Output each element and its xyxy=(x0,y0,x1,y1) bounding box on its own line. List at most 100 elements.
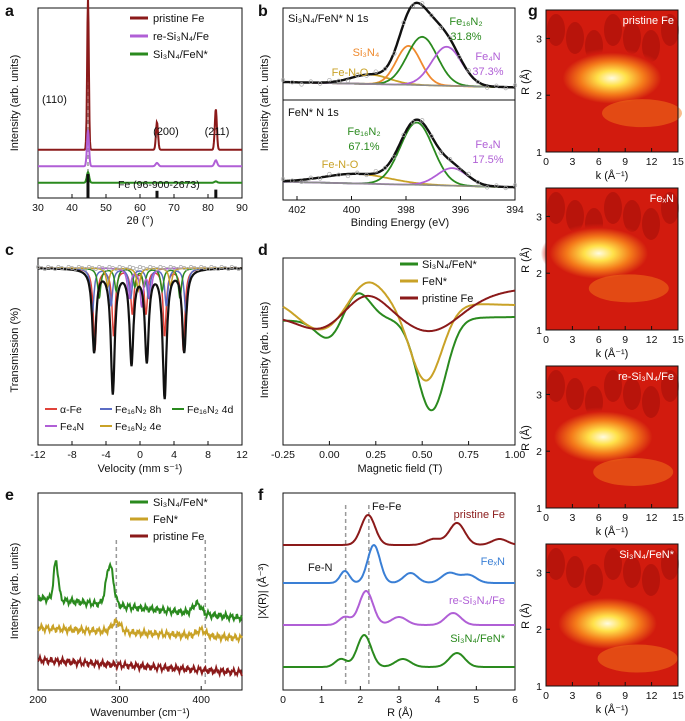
a-tick-label: 60 xyxy=(134,202,146,214)
fit-total-line xyxy=(38,267,242,400)
d-tick-label: 0.50 xyxy=(412,449,433,461)
data-point xyxy=(93,267,98,271)
panel-f-xlabel: R (Å) xyxy=(387,706,413,719)
percentage-label: 31.8% xyxy=(450,31,481,43)
data-point xyxy=(327,171,332,177)
legend-label: Si₃N₄/FeN* xyxy=(153,497,209,509)
subpanel-title: Si₃N₄/FeN* N 1s xyxy=(288,13,369,25)
data-point xyxy=(53,267,57,271)
heatmap-label: pristine Fe xyxy=(623,15,674,27)
heatmap-shade xyxy=(566,378,584,410)
panel-a-letter: a xyxy=(5,3,14,20)
heatmap-shade xyxy=(661,548,679,580)
legend-label: Fe₁₆N₂ 8h xyxy=(115,404,161,416)
heatmap-lobe xyxy=(602,99,682,128)
data-point xyxy=(308,175,313,180)
g-y-tick-label: 3 xyxy=(536,389,542,401)
component-label: Fe-N-O xyxy=(332,67,369,79)
data-point xyxy=(87,265,91,269)
heatmap-shade xyxy=(566,200,584,232)
data-point xyxy=(42,267,47,271)
panel-b-bottom-frame xyxy=(282,99,516,201)
panel-d-frame xyxy=(282,257,516,446)
data-point xyxy=(110,266,115,270)
data-point xyxy=(229,265,234,269)
data-point xyxy=(97,265,102,269)
a-tick-label: 90 xyxy=(236,202,248,214)
data-point xyxy=(226,267,231,271)
g-tick-label: 12 xyxy=(646,512,658,524)
g-tick-label: 9 xyxy=(622,512,628,524)
percentage-label: 17.5% xyxy=(472,154,503,166)
b-tick-label: 402 xyxy=(288,204,306,216)
b-tick-label: 398 xyxy=(397,204,415,216)
data-point xyxy=(121,266,125,270)
heatmap-frame xyxy=(545,543,679,687)
component-label: Fe₄N xyxy=(475,139,500,151)
data-point xyxy=(76,265,81,269)
g-y-tick-label: 1 xyxy=(536,681,542,693)
legend-label: Si₃N₄/FeN* xyxy=(153,49,209,61)
data-point xyxy=(59,266,64,270)
series-label: FeₓN xyxy=(481,556,505,568)
g-tick-label: 15 xyxy=(672,512,684,524)
data-point xyxy=(410,120,416,125)
data-point xyxy=(420,1,425,6)
data-point xyxy=(494,183,499,188)
data-point xyxy=(401,20,406,25)
g-tick-label: 12 xyxy=(646,334,658,346)
data-point xyxy=(141,266,146,270)
heatmap-shade xyxy=(642,564,660,596)
data-point xyxy=(158,265,163,269)
panel-a-ylabel: Intensity (arb. units) xyxy=(9,55,21,152)
xrd-line-2 xyxy=(38,170,242,184)
legend-label: Fe₁₆N₂ 4e xyxy=(115,421,161,433)
g-tick-label: 9 xyxy=(622,334,628,346)
g-y-tick-label: 3 xyxy=(536,211,542,223)
data-point xyxy=(336,172,341,177)
data-point xyxy=(117,265,122,269)
data-point xyxy=(392,51,397,56)
a-tick-label: 40 xyxy=(66,202,78,214)
data-point xyxy=(175,267,180,271)
data-point xyxy=(131,266,136,270)
heatmap-shade xyxy=(661,14,679,46)
heatmap-shade xyxy=(547,370,565,402)
g-tick-label: 9 xyxy=(622,156,628,168)
data-point xyxy=(127,265,132,269)
data-point xyxy=(327,77,332,83)
panel-b-letter: b xyxy=(258,3,268,20)
xrd-line-1 xyxy=(38,129,242,168)
data-point xyxy=(178,265,183,269)
data-point xyxy=(144,267,149,271)
data-point xyxy=(195,267,200,271)
c-tick-label: 12 xyxy=(236,449,248,461)
legend-label: pristine Fe xyxy=(153,13,204,25)
g-y-tick-label: 2 xyxy=(536,446,542,458)
panel-b-ylabel: Intensity (arb. units) xyxy=(259,55,271,152)
panel-d-xlabel: Magnetic field (T) xyxy=(358,463,443,475)
data-point xyxy=(457,166,462,172)
g-y-tick-label: 1 xyxy=(536,503,542,515)
g-tick-label: 0 xyxy=(543,156,549,168)
data-point xyxy=(155,267,159,271)
data-point xyxy=(475,180,481,185)
data-point xyxy=(168,265,173,269)
heatmap-xlabel: k (Å⁻¹) xyxy=(596,525,629,538)
component-label: Fe-N-O xyxy=(322,159,359,171)
data-point xyxy=(161,266,166,270)
component-label: Si₃N₄ xyxy=(353,47,380,59)
data-point xyxy=(485,85,490,90)
c-tick-label: 0 xyxy=(137,449,143,461)
data-point xyxy=(36,265,40,269)
data-point xyxy=(151,266,156,270)
heatmap-label: Si₃N₄/FeN* xyxy=(619,549,675,561)
heatmap-shade xyxy=(623,200,641,232)
panel-d-letter: d xyxy=(258,242,268,259)
data-point xyxy=(336,78,341,84)
panel-e-frame xyxy=(37,492,243,691)
data-point xyxy=(466,68,471,73)
data-point xyxy=(134,267,139,271)
heatmap-peak xyxy=(540,223,657,284)
